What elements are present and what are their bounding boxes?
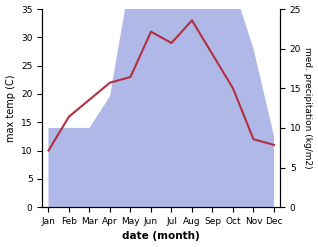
X-axis label: date (month): date (month) [122, 231, 200, 242]
Y-axis label: med. precipitation (kg/m2): med. precipitation (kg/m2) [303, 47, 313, 169]
Y-axis label: max temp (C): max temp (C) [5, 74, 16, 142]
